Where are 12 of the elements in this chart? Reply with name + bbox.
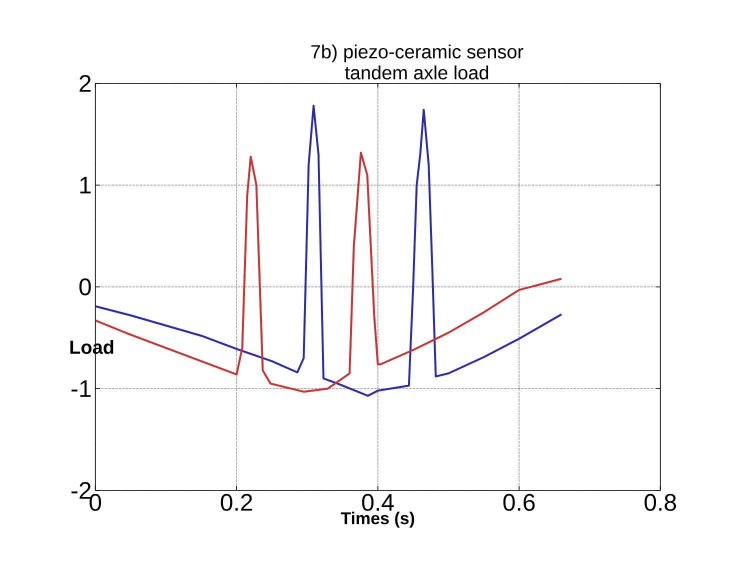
x-tick-label: 0.4 xyxy=(362,494,394,511)
y-tick-label: -2 xyxy=(72,482,91,499)
x-tick-label: 0.2 xyxy=(220,494,252,511)
y-tick-label: 0 xyxy=(79,278,91,296)
y-tick-label: 1 xyxy=(80,176,91,194)
y-tick-label: -1 xyxy=(72,380,91,397)
y-tick-label: 2 xyxy=(80,75,91,92)
x-tick-label: 0.8 xyxy=(644,494,676,511)
chart-subtitle: tandem axle load xyxy=(344,66,488,80)
x-tick-label: 0.6 xyxy=(503,494,535,511)
x-axis-title: Times (s) xyxy=(340,512,414,528)
chart-title: 7b) piezo-ceramic sensor xyxy=(311,44,524,62)
